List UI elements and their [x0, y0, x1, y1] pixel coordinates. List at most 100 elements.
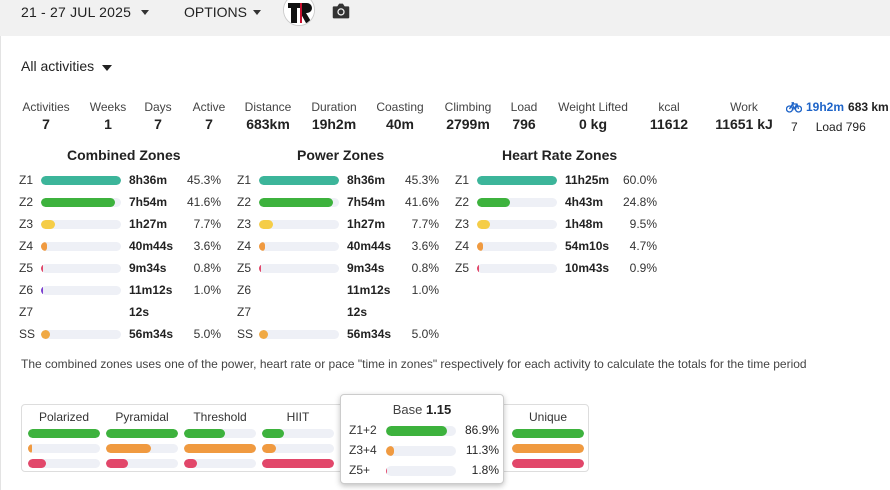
tooltip-bar-track [386, 446, 456, 456]
zone-time: 40m44s [347, 239, 392, 253]
zone-time: 1h27m [347, 217, 386, 231]
zone-bar-track [259, 264, 339, 273]
distribution-bar-fill [106, 444, 151, 453]
distribution-pyramidal[interactable]: Pyramidal [106, 405, 178, 468]
stat-load: Load 796 [484, 100, 564, 132]
distribution-bar [106, 444, 178, 453]
zone-label: Z4 [237, 239, 252, 253]
zone-time: 9m34s [347, 261, 385, 275]
zone-percent: 7.7% [411, 217, 439, 231]
tooltip-title-label: Base [392, 402, 423, 417]
zone-time: 12s [129, 305, 150, 319]
zone-time: 7h54m [347, 195, 386, 209]
avatar[interactable] [283, 0, 315, 26]
summary-time: 19h2m [806, 100, 845, 114]
distribution-hiit[interactable]: HIIT [262, 405, 334, 468]
avatar-logo-icon [284, 0, 314, 25]
zone-bar-fill [477, 264, 479, 273]
stat-label: kcal [658, 100, 680, 114]
caret-down-icon [102, 64, 113, 71]
zone-time: 56m34s [129, 327, 174, 341]
stat-label: Coasting [376, 100, 424, 114]
stat-value: 19h2m [311, 116, 357, 132]
zone-bar-track [41, 198, 121, 207]
distribution-threshold[interactable]: Threshold [184, 405, 256, 468]
stat-label: Weight Lifted [558, 100, 628, 114]
tooltip-row-1: Z1+2 86.9% [349, 423, 499, 437]
zone-label: Z7 [237, 305, 252, 319]
camera-icon[interactable] [330, 0, 352, 22]
activity-filter-dropdown[interactable]: All activities [21, 58, 113, 74]
zone-label: Z2 [455, 195, 470, 209]
tooltip-score: 1.15 [425, 402, 452, 417]
distribution-bar-fill [184, 444, 256, 453]
power-zone-row-z5: Z5 9m34s 0.8% [237, 261, 447, 275]
zone-time: 54m10s [565, 239, 610, 253]
chevron-down-icon [141, 9, 150, 15]
stat-value: 0 kg [578, 116, 607, 132]
zone-bar-track [41, 242, 121, 251]
distribution-bar-fill [262, 429, 284, 438]
stat-value: 1 [104, 116, 112, 132]
zone-bar-track [41, 286, 121, 295]
tooltip-row-label: Z1+2 [349, 423, 377, 437]
power-zone-row-z2: Z2 7h54m 41.6% [237, 195, 447, 209]
zone-bar-fill [259, 242, 266, 251]
stat-label: Distance [244, 100, 292, 114]
zone-bar-fill [41, 286, 43, 295]
zone-bar-track [259, 242, 339, 251]
zone-bar-track [477, 264, 557, 273]
heart_rate-zone-row-z2: Z2 4h43m 24.8% [455, 195, 665, 209]
power-zone-row-z4: Z4 40m44s 3.6% [237, 239, 447, 253]
heart_rate-zone-row-z4: Z4 54m10s 4.7% [455, 239, 665, 253]
zone-percent: 3.6% [193, 239, 221, 253]
stat-coasting: Coasting 40m [360, 100, 440, 132]
date-range-label: 21 - 27 JUL 2025 [21, 4, 132, 20]
combined-zone-row-z5: Z5 9m34s 0.8% [19, 261, 229, 275]
zone-label: SS [19, 327, 36, 341]
tooltip-bar-track [386, 466, 456, 476]
tooltip-row-label: Z3+4 [349, 443, 377, 457]
stat-weeks: Weeks 1 [68, 100, 148, 132]
zone-bar-fill [41, 220, 55, 229]
zone-time: 40m44s [129, 239, 174, 253]
zone-percent: 45.3% [186, 173, 221, 187]
options-menu-button[interactable]: OPTIONS [184, 4, 262, 20]
options-label: OPTIONS [184, 4, 248, 20]
stat-label: Days [144, 100, 172, 114]
distribution-bar [512, 459, 584, 468]
zone-time: 56m34s [347, 327, 392, 341]
zone-bar-track [259, 330, 339, 339]
date-range-selector[interactable]: 21 - 27 JUL 2025 [21, 4, 150, 20]
power-zone-row-ss: SS 56m34s 5.0% [237, 327, 447, 341]
zone-percent: 3.6% [411, 239, 439, 253]
heart_rate-zone-row-z3: Z3 1h48m 9.5% [455, 217, 665, 231]
stat-value: 11612 [649, 116, 689, 132]
summary-distance: 683 km [848, 100, 889, 114]
stat-weight-lifted: Weight Lifted 0 kg [553, 100, 633, 132]
distribution-bar [184, 459, 256, 468]
activity-type-summary: 19h2m 683 km 7 Load 796 [786, 100, 890, 134]
zone-time: 11h25m [565, 173, 610, 187]
distribution-unique[interactable]: Unique [512, 405, 584, 468]
zone-percent: 1.0% [193, 283, 221, 297]
zone-time: 1h27m [129, 217, 168, 231]
stat-days: Days 7 [118, 100, 198, 132]
distribution-bar [262, 444, 334, 453]
zone-percent: 0.8% [193, 261, 221, 275]
zone-bar-fill [41, 242, 48, 251]
base-tooltip: Base 1.15 Z1+2 86.9% Z3+4 11.3% Z5+ 1.8% [340, 394, 504, 484]
zone-time: 12s [347, 305, 368, 319]
distribution-polarized[interactable]: Polarized [28, 405, 100, 468]
stat-label: Climbing [444, 100, 492, 114]
distribution-bar-fill [512, 444, 584, 453]
distribution-bar [28, 429, 100, 438]
distribution-bar-fill [106, 429, 178, 438]
zone-time: 1h48m [565, 217, 604, 231]
distribution-bar-fill [28, 429, 100, 438]
stat-label: Work [730, 100, 758, 114]
zone-bar-fill [41, 198, 115, 207]
zone-bar-track [41, 176, 121, 185]
zone-time: 11m12s [347, 283, 391, 297]
distribution-bar [184, 429, 256, 438]
